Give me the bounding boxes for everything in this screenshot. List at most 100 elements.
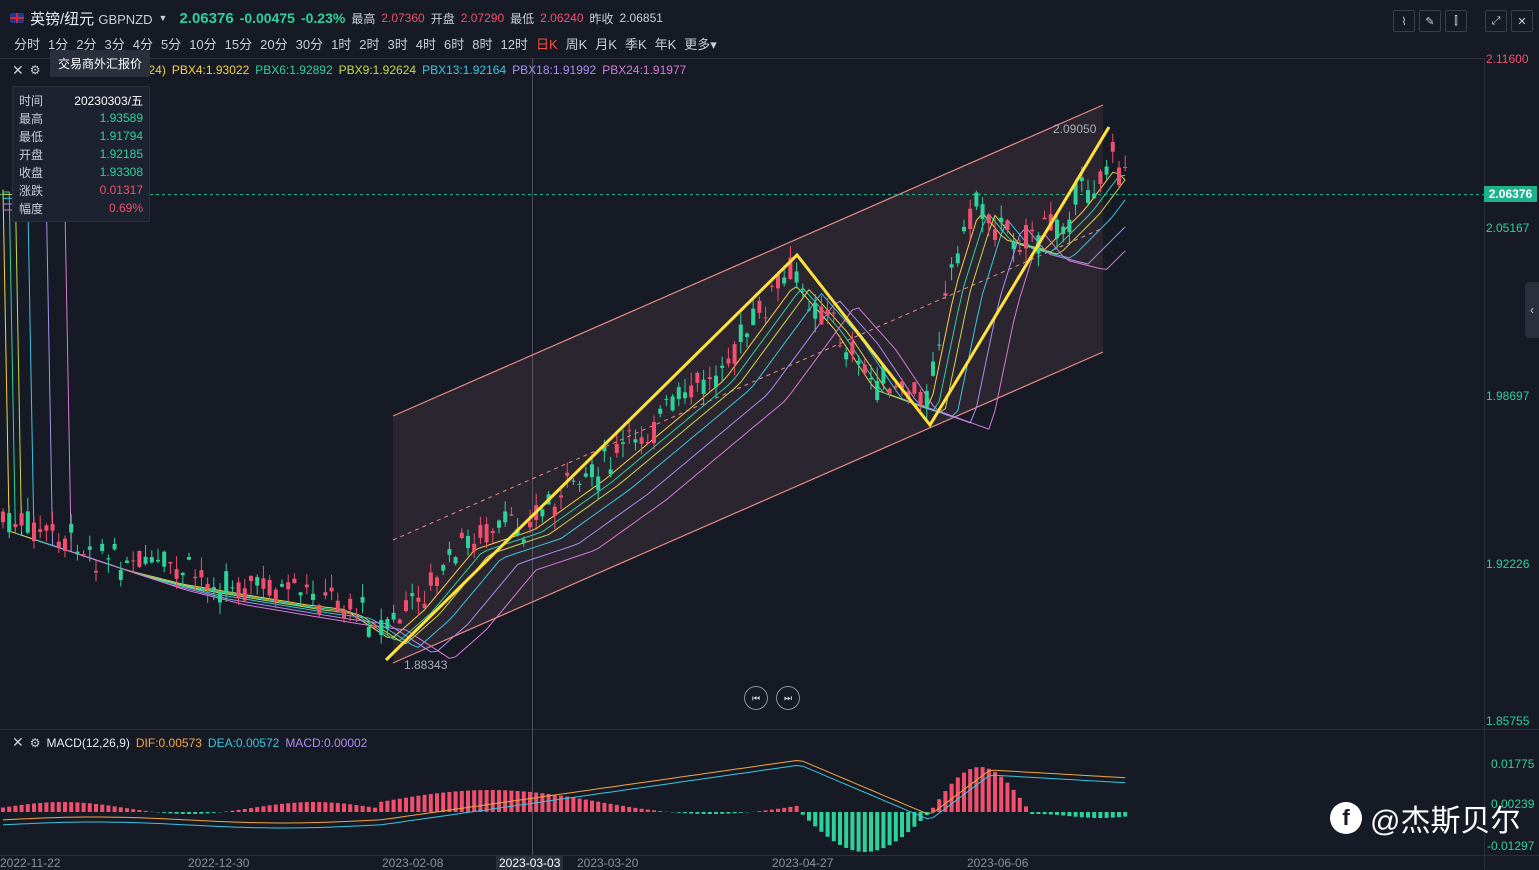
macd-bar: [683, 812, 687, 813]
macd-bar: [844, 812, 848, 848]
candle-body: [646, 442, 650, 443]
macd-bar: [1036, 812, 1040, 814]
macd-bar: [113, 806, 117, 812]
price-axis: [1484, 58, 1539, 869]
macd-bar: [7, 807, 11, 812]
candle-body: [7, 513, 11, 532]
candle-body: [894, 386, 898, 388]
macd-bar: [144, 811, 148, 812]
candle-body: [950, 264, 954, 267]
candle-body: [640, 437, 644, 443]
macd-bar: [429, 794, 433, 812]
candle-body: [491, 531, 495, 533]
candle-body: [1, 512, 5, 523]
macd-bar: [435, 793, 439, 812]
macd-bar: [1111, 812, 1115, 818]
candle-body: [361, 597, 365, 603]
info-key: 时间: [19, 92, 43, 109]
candle-body: [392, 613, 396, 620]
candle-body: [237, 582, 241, 598]
candle-body: [1030, 230, 1034, 232]
settings-icon[interactable]: ⚙: [30, 736, 41, 750]
macd-bar: [379, 802, 383, 812]
macd-bar: [540, 793, 544, 812]
candle-body: [379, 620, 383, 635]
candle-body: [299, 592, 303, 595]
candle-body: [869, 378, 873, 379]
macd-bar: [677, 812, 681, 813]
macd-bar: [447, 792, 451, 812]
scroll-start-button[interactable]: ⏮: [744, 686, 768, 710]
macd-bar: [441, 793, 445, 812]
candle-body: [993, 229, 997, 240]
candle-body: [553, 507, 557, 516]
candle-body: [571, 481, 575, 482]
candle-body: [478, 525, 482, 538]
macd-bar: [857, 812, 861, 852]
candle-body: [1018, 250, 1022, 252]
axis-label-3: 1.98697: [1486, 389, 1529, 403]
axis-label-top: 2.11600: [1486, 52, 1529, 66]
candle-body: [764, 317, 768, 318]
candle-body: [460, 533, 464, 538]
candle-body: [813, 303, 817, 319]
candle-body: [82, 554, 86, 555]
macd-bar: [268, 805, 272, 812]
candle-body: [292, 579, 296, 583]
macd-bar: [1067, 812, 1071, 816]
macd-bar: [553, 795, 557, 812]
info-value: 1.93589: [100, 111, 143, 125]
info-value: 1.91794: [100, 129, 143, 143]
macd-legend: ✕ ⚙ MACD(12,26,9) DIF:0.00573 DEA:0.0057…: [12, 734, 367, 751]
candle-body: [429, 572, 433, 585]
scroll-end-button[interactable]: ⏭: [776, 686, 800, 710]
macd-bar: [354, 805, 358, 812]
candle-body: [206, 584, 210, 589]
settings-icon[interactable]: ⚙: [30, 63, 41, 77]
candle-body: [1098, 171, 1102, 184]
macd-bar: [162, 812, 166, 813]
candle-body: [466, 536, 470, 548]
macd-bar: [373, 808, 377, 812]
candle-body: [100, 544, 104, 551]
macd-bar: [695, 812, 699, 814]
macd-bar: [993, 772, 997, 812]
macd-bar: [243, 809, 247, 812]
candle-body: [113, 544, 117, 549]
macd-bar: [478, 790, 482, 812]
macd-bar: [392, 800, 396, 812]
candle-body: [323, 592, 327, 595]
candle-body: [1005, 220, 1009, 230]
candle-body: [187, 557, 191, 560]
candle-body: [156, 560, 160, 562]
candle-body: [559, 495, 563, 497]
candle-body: [925, 391, 929, 408]
macd-bar: [974, 767, 978, 812]
candle-body: [20, 513, 24, 525]
ma-legend-item: PBX6:1.92892: [255, 63, 332, 77]
candle-body: [1080, 177, 1084, 181]
candle-body: [1105, 167, 1109, 175]
candle-body: [795, 271, 799, 282]
macd-bar: [44, 802, 48, 812]
candle-body: [423, 604, 427, 608]
candle-body: [280, 584, 284, 587]
candle-body: [230, 587, 234, 588]
candle-body: [255, 577, 259, 585]
collapse-panel-button[interactable]: ‹: [1525, 282, 1539, 338]
macd-bar: [485, 790, 489, 812]
macd-bar: [633, 808, 637, 812]
candle-body: [671, 396, 675, 410]
candle-body: [832, 312, 836, 313]
close-icon[interactable]: ✕: [12, 734, 24, 751]
candle-body: [106, 558, 110, 559]
macd-bar: [100, 805, 104, 812]
macd-bar: [423, 795, 427, 812]
candle-body: [212, 587, 216, 589]
candle-body: [330, 588, 334, 592]
close-icon[interactable]: ✕: [12, 62, 24, 79]
candle-body: [981, 204, 985, 219]
